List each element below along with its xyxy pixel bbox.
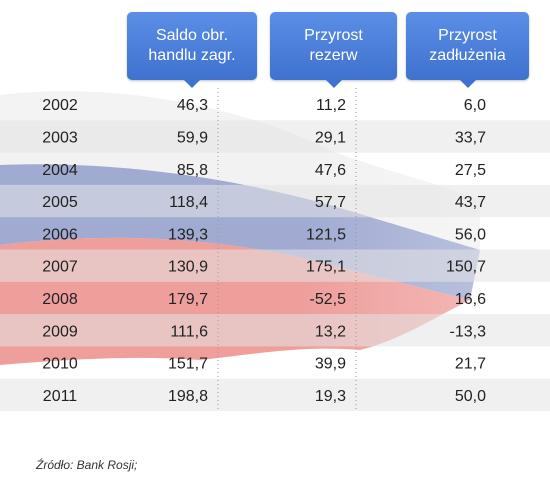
table-cell: 13,2 — [315, 323, 346, 340]
table-cell: 150,7 — [446, 259, 486, 276]
header-saldo: Saldo obr. handlu zagr. — [127, 12, 257, 88]
source-note: Źródło: Bank Rosji; — [36, 458, 138, 472]
table-cell: 85,8 — [177, 162, 208, 179]
table-cell: 50,0 — [455, 388, 486, 405]
table-cell: 33,7 — [455, 129, 486, 146]
header-rezerwy: Przyrost rezerw — [270, 12, 397, 88]
table-cell: 56,0 — [455, 226, 486, 243]
row-stripe — [0, 184, 550, 218]
year-label: 2006 — [42, 226, 78, 243]
year-label: 2007 — [42, 259, 78, 276]
table-cell: 6,0 — [464, 97, 486, 114]
table-cell: 175,1 — [306, 259, 346, 276]
table-cell: 19,3 — [315, 388, 346, 405]
row-stripe — [0, 120, 550, 153]
table-cell: 121,5 — [306, 226, 346, 243]
table-cell: 198,8 — [168, 388, 208, 405]
table-cell: 130,9 — [168, 259, 208, 276]
year-label: 2004 — [42, 162, 78, 179]
row-stripe — [0, 249, 550, 282]
table-cell: 43,7 — [455, 194, 486, 211]
table-cell: 39,9 — [315, 356, 346, 373]
table-cell: 111,6 — [170, 323, 208, 340]
year-label: 2003 — [42, 129, 78, 146]
table-cell: 47,6 — [315, 162, 346, 179]
year-label: 2002 — [42, 97, 78, 114]
table-cell: 139,3 — [168, 226, 208, 243]
table-cell: 59,9 — [177, 129, 208, 146]
row-stripe — [0, 378, 550, 411]
table-cell: 29,1 — [315, 129, 346, 146]
year-label: 2011 — [43, 388, 78, 405]
table-cell: 179,7 — [168, 291, 208, 308]
table-cell: 118,4 — [169, 194, 208, 211]
table-cell: 11,2 — [316, 97, 346, 114]
year-label: 2009 — [42, 323, 78, 340]
table-cell: 57,7 — [315, 194, 346, 211]
year-label: 2010 — [42, 356, 78, 373]
table-cell: 16,6 — [455, 291, 486, 308]
year-label: 2005 — [42, 194, 78, 211]
header-zadluzenie: Przyrost zadłużenia — [406, 12, 529, 88]
table-cell: 46,3 — [177, 97, 208, 114]
table-cell: -52,5 — [310, 291, 347, 308]
table-cell: -13,3 — [450, 323, 487, 340]
year-label: 2008 — [42, 291, 78, 308]
table-cell: 151,7 — [168, 356, 208, 373]
table-cell: 27,5 — [455, 162, 486, 179]
table-cell: 21,7 — [455, 356, 486, 373]
row-stripe — [0, 314, 550, 347]
